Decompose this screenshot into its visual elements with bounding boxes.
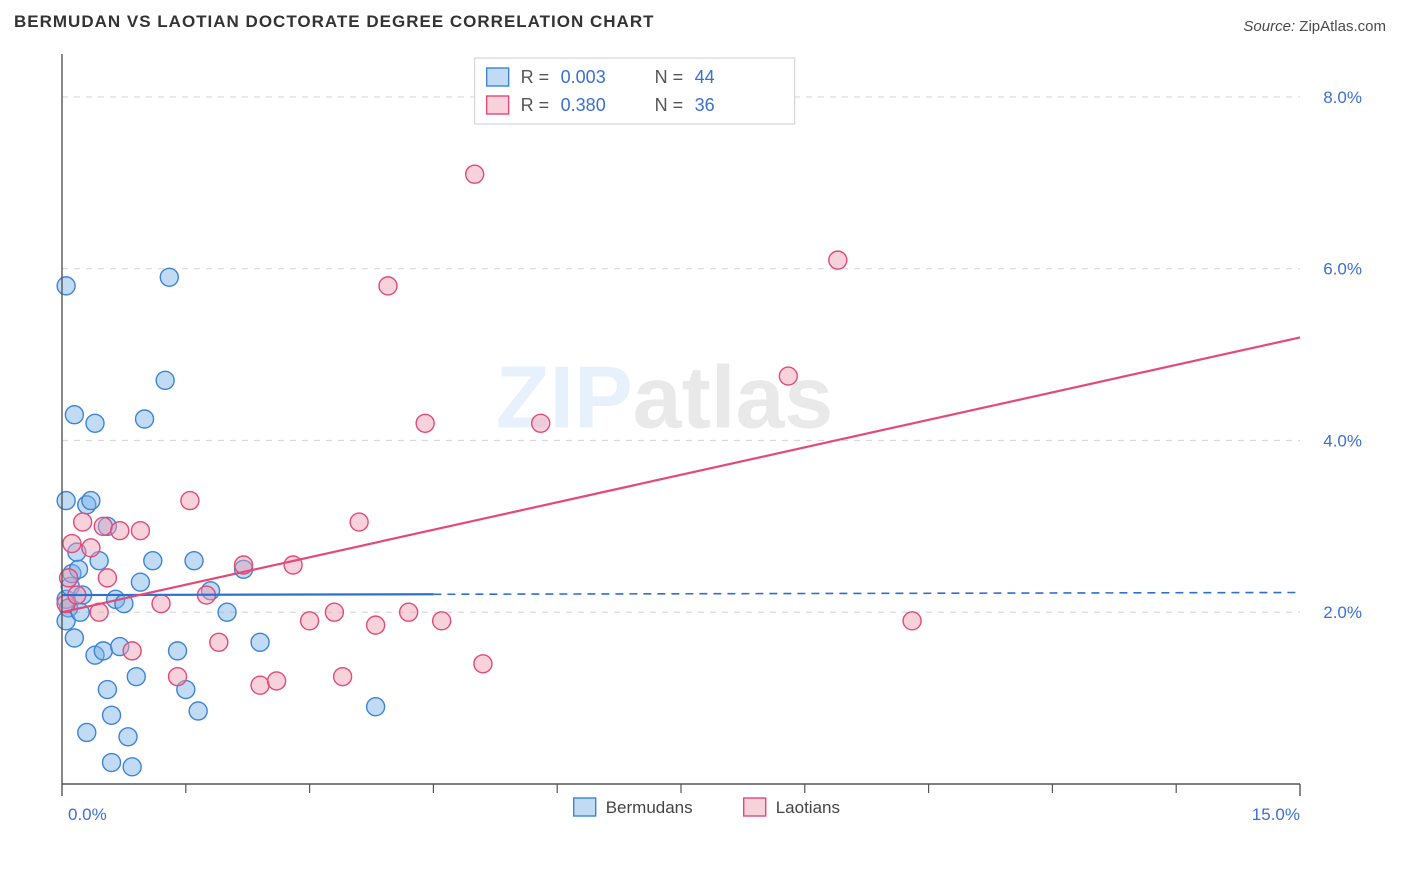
data-point: [210, 633, 228, 651]
data-point: [152, 595, 170, 613]
legend-swatch: [487, 68, 509, 86]
y-tick-label: 8.0%: [1323, 88, 1362, 107]
data-point: [189, 702, 207, 720]
series-name: Bermudans: [606, 798, 693, 817]
data-point: [131, 573, 149, 591]
legend-r-value: 0.380: [561, 95, 606, 115]
data-point: [119, 728, 137, 746]
y-tick-label: 6.0%: [1323, 260, 1362, 279]
data-point: [433, 612, 451, 630]
data-point: [350, 513, 368, 531]
svg-text:ZIPatlas: ZIPatlas: [496, 348, 833, 447]
data-point: [123, 642, 141, 660]
scatter-chart: ZIPatlas 0.0% 15.0% 2.0% 4.0% 6.0% 8.0% R = 0.0…: [52, 46, 1372, 832]
legend-r-value: 0.003: [561, 67, 606, 87]
data-point: [532, 414, 550, 432]
data-point: [94, 517, 112, 535]
data-point: [367, 698, 385, 716]
data-point: [94, 642, 112, 660]
source-attribution: Source: ZipAtlas.com: [1243, 18, 1386, 35]
data-point: [325, 603, 343, 621]
y-tick-label: 4.0%: [1323, 431, 1362, 450]
data-point: [63, 535, 81, 553]
data-point: [301, 612, 319, 630]
legend-r-label: R =: [521, 67, 550, 87]
data-point: [474, 655, 492, 673]
data-point: [829, 251, 847, 269]
data-point: [82, 539, 100, 557]
x-tick-label: 0.0%: [68, 805, 107, 824]
trend-line: [62, 594, 433, 595]
data-point: [181, 492, 199, 510]
data-point: [78, 723, 96, 741]
data-point: [127, 668, 145, 686]
chart-svg: ZIPatlas 0.0% 15.0% 2.0% 4.0% 6.0% 8.0% R = 0.0…: [52, 46, 1372, 832]
data-point: [466, 165, 484, 183]
series-swatch: [744, 798, 766, 816]
data-point: [123, 758, 141, 776]
data-point: [160, 268, 178, 286]
data-point: [268, 672, 286, 690]
legend-n-value: 36: [695, 95, 715, 115]
data-point: [65, 629, 83, 647]
data-point: [400, 603, 418, 621]
data-point: [367, 616, 385, 634]
data-point: [111, 522, 129, 540]
data-point: [251, 676, 269, 694]
data-point: [74, 513, 92, 531]
data-point: [169, 668, 187, 686]
data-point: [103, 706, 121, 724]
data-point: [169, 642, 187, 660]
data-point: [131, 522, 149, 540]
data-point: [103, 754, 121, 772]
data-point: [136, 410, 154, 428]
data-point: [86, 414, 104, 432]
data-point: [779, 367, 797, 385]
legend-n-label: N =: [655, 67, 684, 87]
data-point: [251, 633, 269, 651]
legend-swatch: [487, 96, 509, 114]
data-point: [98, 569, 116, 587]
data-point: [65, 406, 83, 424]
data-point: [334, 668, 352, 686]
series-name: Laotians: [776, 798, 840, 817]
data-point: [218, 603, 236, 621]
data-point: [379, 277, 397, 295]
series-swatch: [574, 798, 596, 816]
source-prefix: Source:: [1243, 18, 1299, 35]
chart-title: BERMUDAN VS LAOTIAN DOCTORATE DEGREE COR…: [14, 12, 655, 32]
x-tick-label: 15.0%: [1252, 805, 1300, 824]
data-point: [156, 371, 174, 389]
legend-r-label: R =: [521, 95, 550, 115]
data-point: [903, 612, 921, 630]
y-tick-label: 2.0%: [1323, 603, 1362, 622]
legend-n-label: N =: [655, 95, 684, 115]
data-point: [144, 552, 162, 570]
source-name: ZipAtlas.com: [1299, 18, 1386, 35]
data-point: [416, 414, 434, 432]
data-point: [185, 552, 203, 570]
data-point: [57, 492, 75, 510]
data-point: [57, 277, 75, 295]
legend-n-value: 44: [695, 67, 715, 87]
data-point: [98, 681, 116, 699]
data-point: [82, 492, 100, 510]
